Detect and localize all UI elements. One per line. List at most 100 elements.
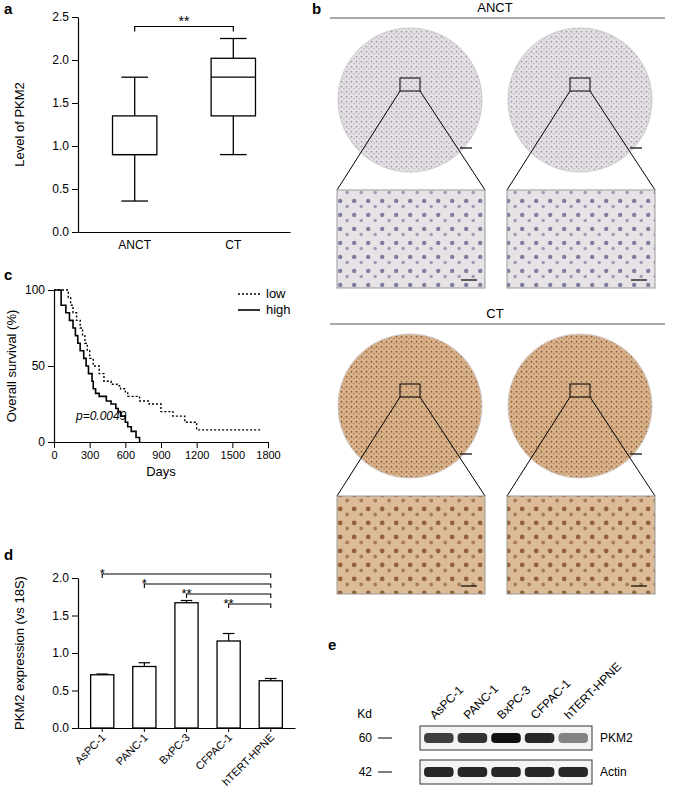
y-axis-tick: 1.5 <box>52 609 78 623</box>
scale-bar <box>630 147 642 148</box>
zoom-box <box>570 78 590 91</box>
tissue-core <box>338 28 482 172</box>
x-axis-tick: 0 <box>51 442 57 461</box>
scale-bar <box>631 585 647 586</box>
x-axis-tick-mark <box>268 442 269 448</box>
y-axis-tick-mark <box>72 60 78 61</box>
bar <box>259 681 282 728</box>
y-axis-tick-label: 0 <box>38 435 45 449</box>
zoom-box <box>400 78 420 91</box>
x-axis-tick-mark <box>90 442 91 448</box>
x-axis-tick-mark <box>270 728 271 732</box>
x-axis-tick: BxPC-3 <box>157 728 192 766</box>
x-axis-tick: 900 <box>152 442 170 461</box>
y-axis-tick-mark <box>72 616 78 617</box>
scale-bar <box>460 147 472 148</box>
x-axis-tick-mark <box>102 728 103 732</box>
blot-strip <box>420 760 592 784</box>
zoom-line <box>590 91 655 190</box>
median <box>113 154 157 155</box>
group-label: ANCT <box>477 0 512 15</box>
x-axis-tick-mark <box>228 728 229 732</box>
scale-bar <box>460 453 472 454</box>
bar <box>175 603 198 728</box>
x-axis-tick-mark <box>232 442 233 448</box>
y-axis-tick-mark <box>72 728 78 729</box>
bar <box>91 675 114 728</box>
plot-area <box>91 601 283 729</box>
zoom-box <box>400 384 420 397</box>
significance-label: ** <box>179 13 190 29</box>
y-axis-tick-label: 0.5 <box>52 182 69 196</box>
error-bar <box>228 634 229 642</box>
scale-bar <box>461 279 477 280</box>
error-cap <box>223 633 235 634</box>
zoom-line <box>420 397 485 496</box>
protein-label: PKM2 <box>600 731 633 745</box>
legend-label: high <box>266 302 291 317</box>
error-cap <box>139 662 151 663</box>
y-axis-line <box>78 579 79 729</box>
y-axis-tick-mark <box>72 189 78 190</box>
panel-label: a <box>4 0 13 17</box>
zoom-line <box>507 91 570 190</box>
lane-label: hTERT-HPNE <box>561 660 624 723</box>
axis-title: Days <box>146 464 176 479</box>
x-axis-tick-label: 1800 <box>256 449 280 461</box>
x-axis: ANCT CT <box>79 232 291 252</box>
zoom-box <box>570 384 590 397</box>
band <box>558 733 588 743</box>
y-axis-tick: 2.0 <box>52 571 78 585</box>
y-axis-tick-label: 1.0 <box>52 139 69 153</box>
box <box>211 58 255 116</box>
x-axis-tick-label: CT <box>225 238 242 252</box>
band <box>525 733 555 743</box>
x-axis-line <box>79 232 291 233</box>
zoom-line <box>337 397 400 496</box>
y-axis-tick-mark <box>48 366 54 367</box>
whisker-cap <box>121 77 148 78</box>
panel-label: d <box>4 546 13 563</box>
y-axis-tick-label: 0.5 <box>52 684 69 698</box>
axis-title: Level of PKM2 <box>12 82 27 167</box>
tissue-core <box>338 334 482 478</box>
whisker <box>233 39 234 59</box>
x-axis: AsPC-1PANC-1BxPC-3CFPAC-1hTERT-HPNE <box>72 728 295 788</box>
kd-label: 42 <box>359 765 373 779</box>
x-axis-tick-label: 1200 <box>185 449 209 461</box>
median <box>211 77 255 78</box>
significance-label: ** <box>181 586 191 601</box>
y-axis-tick-label: 1.0 <box>52 646 69 660</box>
x-axis-tick: hTERT-HPNE <box>220 728 277 788</box>
whisker <box>134 155 135 201</box>
y-axis-tick-mark <box>72 103 78 104</box>
y-axis-tick-label: 2.0 <box>52 571 69 585</box>
error-cap <box>265 678 277 679</box>
y-axis-tick: 100 <box>25 283 54 297</box>
y-axis-tick-label: 0.0 <box>52 721 69 735</box>
y-axis-tick: 0.0 <box>52 225 78 239</box>
significance-bracket <box>144 584 270 588</box>
x-axis-tick: 300 <box>81 442 99 461</box>
y-axis-tick-mark <box>48 442 54 443</box>
x-axis-tick: CT <box>225 232 242 252</box>
y-axis-tick: 0.0 <box>52 721 78 735</box>
error-cap <box>96 673 108 674</box>
x-axis-tick: 1800 <box>256 442 280 461</box>
y-axis-tick-mark <box>48 290 54 291</box>
survival-curve <box>54 290 262 430</box>
zoom-line <box>507 397 570 496</box>
y-axis-tick-label: 100 <box>25 283 45 297</box>
zoom-image <box>507 496 655 594</box>
axis-title: Overall survival (%) <box>4 310 19 423</box>
x-axis-tick: ANCT <box>118 232 151 252</box>
y-axis-tick-mark <box>72 578 78 579</box>
group-underline <box>330 18 665 19</box>
plot-area <box>54 290 262 442</box>
group-underline <box>330 324 665 325</box>
lane-label: AsPC-1 <box>427 683 466 722</box>
band <box>491 733 521 743</box>
x-axis-tick-mark <box>197 442 198 448</box>
whisker-cap <box>220 154 247 155</box>
y-axis-tick-label: 0.0 <box>52 225 69 239</box>
